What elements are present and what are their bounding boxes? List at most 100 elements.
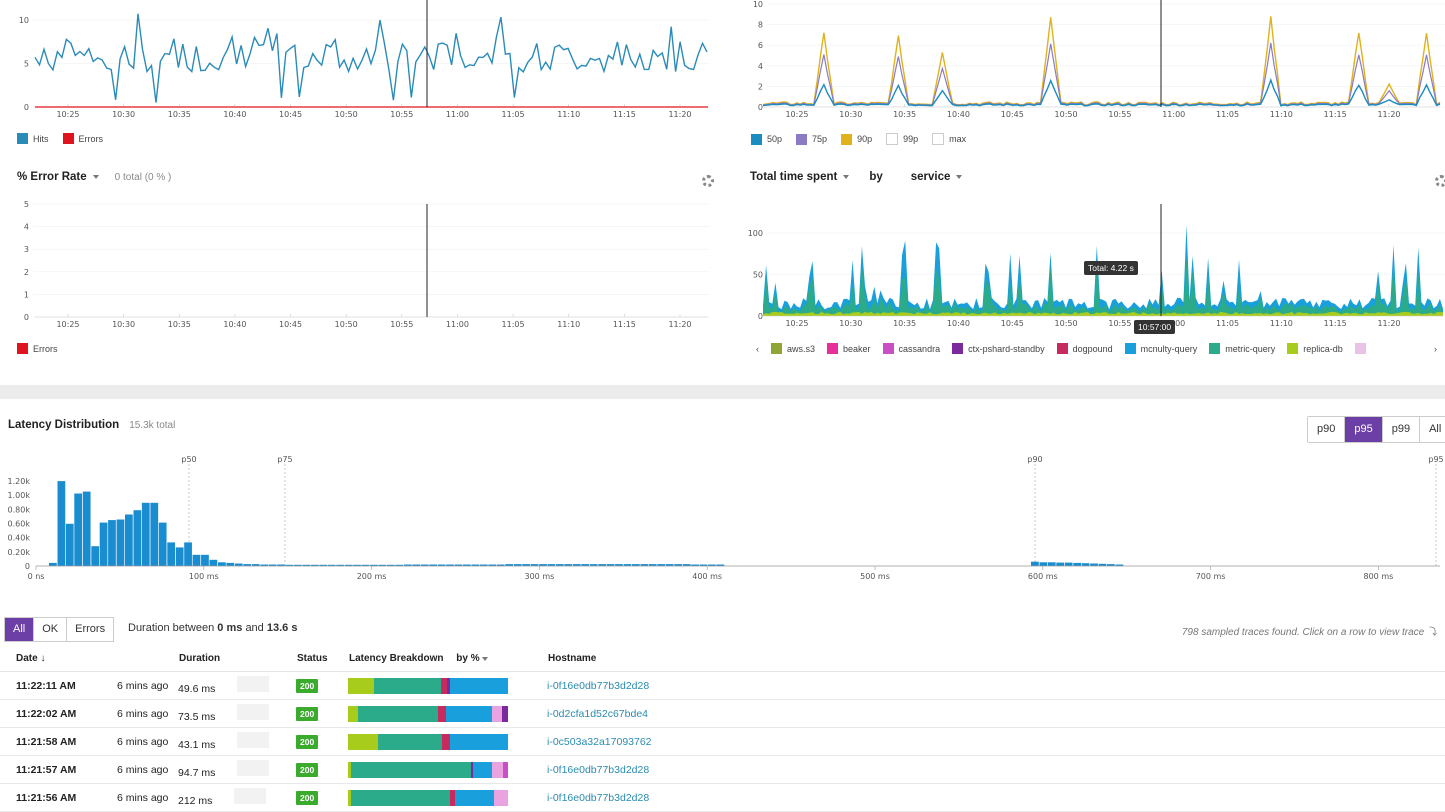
histogram-bar[interactable] xyxy=(378,564,387,566)
col-status[interactable]: Status xyxy=(296,645,348,672)
filter-button-all[interactable]: All xyxy=(5,618,35,641)
legend-service[interactable]: beaker xyxy=(827,343,871,354)
histogram-bar[interactable] xyxy=(1073,562,1082,566)
histogram-bar[interactable] xyxy=(556,564,564,566)
histogram-bar[interactable] xyxy=(260,564,269,567)
percentile-button-p95[interactable]: p95 xyxy=(1345,417,1383,442)
histogram-bar[interactable] xyxy=(353,564,361,566)
histogram-bar[interactable] xyxy=(99,522,108,566)
legend-75p[interactable]: 75p xyxy=(796,133,827,145)
percentile-button-p99[interactable]: p99 xyxy=(1382,417,1421,442)
chevron-down-icon[interactable] xyxy=(482,656,489,661)
histogram-bar[interactable] xyxy=(175,547,184,566)
histogram-bar[interactable] xyxy=(150,502,159,566)
histogram-bar[interactable] xyxy=(327,564,336,566)
legend-service[interactable]: cassandra xyxy=(882,343,940,354)
histogram-bar[interactable] xyxy=(446,564,454,567)
histogram-bar[interactable] xyxy=(74,493,83,567)
legend-99p[interactable]: 99p xyxy=(886,133,918,145)
chevron-down-icon[interactable] xyxy=(843,175,850,179)
legend-service[interactable]: mcnulty-query xyxy=(1124,343,1197,354)
histogram-bar[interactable] xyxy=(454,564,463,567)
histogram-bar[interactable] xyxy=(1115,564,1124,567)
histogram-bar[interactable] xyxy=(1064,562,1073,566)
histogram-bar[interactable] xyxy=(606,564,615,566)
histogram-bar[interactable] xyxy=(589,564,598,566)
histogram-bar[interactable] xyxy=(370,564,378,566)
histogram-bar[interactable] xyxy=(479,564,488,567)
percentile-button-p90[interactable]: p90 xyxy=(1308,417,1346,442)
histogram-bar[interactable] xyxy=(632,564,640,566)
legend-service[interactable]: dogpound xyxy=(1056,343,1113,354)
histogram-bar[interactable] xyxy=(657,564,666,566)
legend-service[interactable] xyxy=(1354,343,1371,354)
histogram-bar[interactable] xyxy=(581,564,590,566)
histogram-bar[interactable] xyxy=(708,564,716,567)
hostname-link[interactable]: i-0f16e0db77b3d2d28 xyxy=(547,763,650,776)
histogram-bar[interactable] xyxy=(285,564,294,566)
histogram-bar[interactable] xyxy=(471,564,480,567)
row-hostname[interactable]: i-0c503a32a17093762 xyxy=(547,727,1445,756)
legend-50p[interactable]: 50p xyxy=(751,133,782,145)
histogram-bar[interactable] xyxy=(395,564,404,566)
histogram-bar[interactable] xyxy=(505,564,514,566)
histogram-bar[interactable] xyxy=(648,564,657,566)
histogram-bar[interactable] xyxy=(251,564,260,566)
histogram-bar[interactable] xyxy=(1098,563,1107,566)
table-row[interactable]: 11:21:58 AM 6 mins ago 43.1 ms 200 i-0c503a3… xyxy=(0,727,1445,756)
histogram-bar[interactable] xyxy=(209,559,218,566)
histogram-bar[interactable] xyxy=(1047,562,1056,566)
row-hostname[interactable]: i-0f16e0db77b3d2d28 xyxy=(547,783,1445,812)
histogram-bar[interactable] xyxy=(429,564,437,567)
histogram-bar[interactable] xyxy=(167,542,176,566)
histogram-bar[interactable] xyxy=(344,564,353,566)
histogram-bar[interactable] xyxy=(420,564,429,567)
histogram-bar[interactable] xyxy=(268,564,277,567)
gear-icon[interactable] xyxy=(1435,175,1445,187)
histogram-bar[interactable] xyxy=(218,562,226,566)
histogram-bar[interactable] xyxy=(116,519,125,567)
histogram-bar[interactable] xyxy=(682,564,691,566)
histogram-bar[interactable] xyxy=(437,564,446,567)
histogram-bar[interactable] xyxy=(674,564,683,566)
breakdown-mode-select[interactable]: by % xyxy=(456,653,489,664)
hostname-link[interactable]: i-0f16e0db77b3d2d28 xyxy=(547,791,650,804)
histogram-bar[interactable] xyxy=(57,481,66,566)
chevron-down-icon[interactable] xyxy=(956,175,963,179)
time-spent-title[interactable]: Total time spent xyxy=(750,171,838,183)
histogram-bar[interactable] xyxy=(1107,564,1115,566)
histogram-bar[interactable] xyxy=(125,514,133,567)
legend-service[interactable]: replica-db xyxy=(1287,343,1343,354)
histogram-bar[interactable] xyxy=(302,564,311,566)
gear-icon[interactable] xyxy=(702,175,714,187)
histogram-bar[interactable] xyxy=(201,554,209,566)
legend-service[interactable]: aws.s3 xyxy=(771,343,815,354)
histogram-bar[interactable] xyxy=(294,564,302,566)
col-hostname[interactable]: Hostname xyxy=(547,645,1445,672)
histogram-bar[interactable] xyxy=(82,491,91,566)
histogram-bar[interactable] xyxy=(49,562,57,566)
histogram-bar[interactable] xyxy=(691,564,699,567)
histogram-bar[interactable] xyxy=(184,542,192,566)
chevron-down-icon[interactable] xyxy=(92,175,99,179)
histogram-bar[interactable] xyxy=(547,564,556,566)
hostname-link[interactable]: i-0f16e0db77b3d2d28 xyxy=(547,679,650,692)
col-date[interactable]: Date ↓ xyxy=(0,645,117,672)
row-hostname[interactable]: i-0f16e0db77b3d2d28 xyxy=(547,755,1445,784)
histogram-bar[interactable] xyxy=(158,522,167,566)
histogram-bar[interactable] xyxy=(488,564,497,567)
legend-max[interactable]: max xyxy=(932,133,966,145)
histogram-bar[interactable] xyxy=(522,564,530,566)
histogram-bar[interactable] xyxy=(640,564,649,566)
download-icon[interactable]: ⤵ xyxy=(1427,627,1437,638)
histogram-bar[interactable] xyxy=(387,564,395,566)
duration-min[interactable]: 0 ms xyxy=(217,622,243,634)
histogram-bar[interactable] xyxy=(310,564,319,566)
histogram-bar[interactable] xyxy=(277,564,285,567)
histogram-bar[interactable] xyxy=(623,564,632,566)
histogram-bar[interactable] xyxy=(336,564,345,566)
hostname-link[interactable]: i-0c503a32a17093762 xyxy=(547,735,652,748)
histogram-bar[interactable] xyxy=(496,564,505,567)
legend-service[interactable]: metric-query xyxy=(1209,343,1275,354)
legend-prev-icon[interactable]: ‹ xyxy=(756,343,759,354)
